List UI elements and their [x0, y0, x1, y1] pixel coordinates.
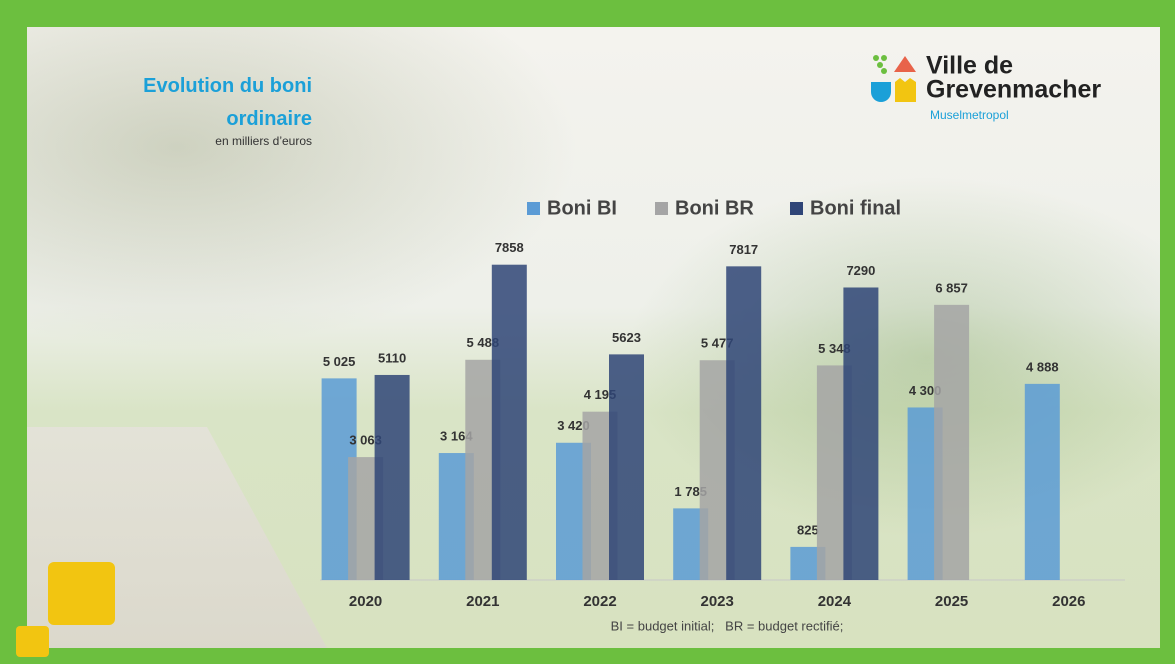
bar	[491, 264, 527, 580]
bar	[609, 354, 644, 580]
data-label: 4 888	[1026, 359, 1059, 374]
data-label: 3 164	[440, 428, 473, 443]
data-label: 5 348	[818, 341, 851, 356]
bar	[843, 287, 879, 580]
data-label: 825	[797, 522, 819, 537]
chart-title: Evolution du boni ordinaire	[143, 75, 312, 130]
data-label: 6 857	[935, 280, 968, 295]
logo-text: Ville de	[926, 52, 1013, 80]
legend-label: Boni BI	[547, 197, 617, 219]
bar	[726, 266, 762, 580]
data-label: 4 195	[584, 387, 617, 402]
data-label: 5110	[378, 350, 406, 365]
logo-tagline: Muselmetropol	[930, 108, 1009, 122]
x-tick-label: 2020	[349, 593, 382, 610]
legend-swatch	[527, 202, 540, 215]
logo-icon	[871, 55, 916, 102]
footnote: BI = budget initial; BR = budget rectifi…	[611, 618, 844, 633]
deco-square	[16, 626, 49, 657]
x-tick-label: 2025	[935, 593, 968, 610]
chart-subtitle: en milliers d’euros	[215, 134, 312, 148]
data-label: 7858	[495, 240, 524, 255]
bar	[934, 304, 970, 580]
data-label: 4 300	[909, 383, 942, 398]
data-label: 5 488	[467, 335, 500, 350]
x-tick-label: 2024	[818, 593, 852, 610]
x-tick-label: 2023	[701, 593, 734, 610]
legend-label: Boni final	[810, 197, 901, 219]
x-tick-label: 2026	[1052, 593, 1085, 610]
data-label: 5 025	[323, 354, 356, 369]
bar	[374, 374, 410, 580]
data-label: 5623	[612, 330, 641, 345]
logo-text: Grevenmacher	[926, 76, 1101, 104]
data-label: 7817	[729, 242, 758, 257]
data-label: 5 477	[701, 336, 734, 351]
data-label: 3 063	[349, 433, 382, 448]
data-label: 3 420	[557, 418, 590, 433]
data-label: 7290	[846, 263, 875, 278]
legend-label: Boni BR	[675, 197, 754, 219]
deco-square	[48, 562, 115, 625]
data-label: 1 785	[674, 484, 707, 499]
legend-swatch	[655, 202, 668, 215]
bar	[1024, 383, 1060, 580]
legend-swatch	[790, 202, 803, 215]
x-tick-label: 2022	[583, 593, 616, 610]
x-tick-label: 2021	[466, 593, 499, 610]
